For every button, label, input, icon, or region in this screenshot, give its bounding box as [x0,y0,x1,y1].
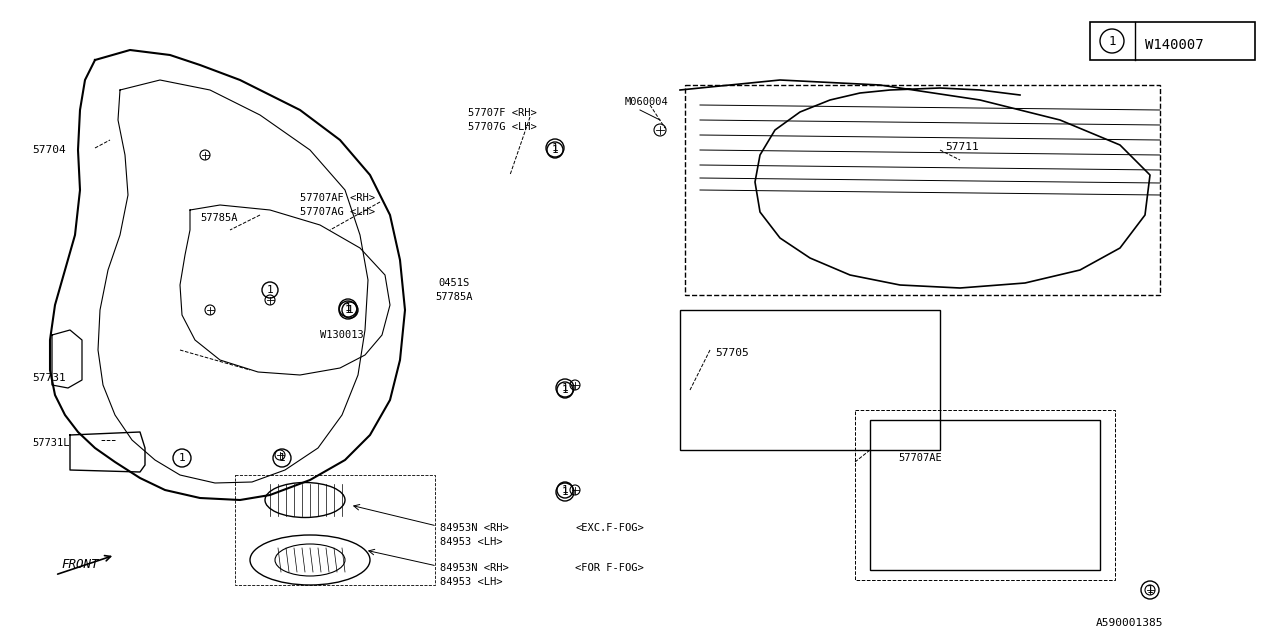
Text: <EXC.F-FOG>: <EXC.F-FOG> [575,523,644,533]
Text: 1: 1 [266,285,274,295]
Text: W140007: W140007 [1146,38,1203,52]
Text: 0451S: 0451S [438,278,470,288]
Text: 57705: 57705 [716,348,749,358]
Text: A590001385: A590001385 [1096,618,1164,628]
Text: FRONT: FRONT [61,559,99,572]
Text: 84953N <RH>: 84953N <RH> [440,563,508,573]
Text: 84953N <RH>: 84953N <RH> [440,523,508,533]
Text: 84953 <LH>: 84953 <LH> [440,537,503,547]
Text: 1: 1 [562,485,568,495]
Text: 57707F <RH>: 57707F <RH> [468,108,536,118]
Text: 57785A: 57785A [435,292,472,302]
Text: 1: 1 [344,303,352,313]
Text: 57704: 57704 [32,145,65,155]
Text: M060004: M060004 [625,97,668,107]
Text: 57707AG <LH>: 57707AG <LH> [300,207,375,217]
Text: 1: 1 [179,453,186,463]
Text: 1: 1 [1108,35,1116,47]
Text: 1: 1 [1147,585,1153,595]
Text: 1: 1 [552,143,558,153]
Text: W130013: W130013 [320,330,364,340]
Text: 1: 1 [347,305,353,315]
Text: 57785A: 57785A [200,213,238,223]
Text: 57707G <LH>: 57707G <LH> [468,122,536,132]
Text: <FOR F-FOG>: <FOR F-FOG> [575,563,644,573]
Text: 1: 1 [562,487,568,497]
Text: 57707AF <RH>: 57707AF <RH> [300,193,375,203]
Text: 57731L: 57731L [32,438,69,448]
Text: 57731: 57731 [32,373,65,383]
Text: 57707AE: 57707AE [899,453,942,463]
Text: 1: 1 [562,383,568,393]
Text: 1: 1 [279,453,285,463]
Text: 57711: 57711 [945,142,979,152]
Text: 1: 1 [562,385,568,395]
Text: 1: 1 [552,145,558,155]
Text: 84953 <LH>: 84953 <LH> [440,577,503,587]
Text: 1: 1 [344,305,352,315]
